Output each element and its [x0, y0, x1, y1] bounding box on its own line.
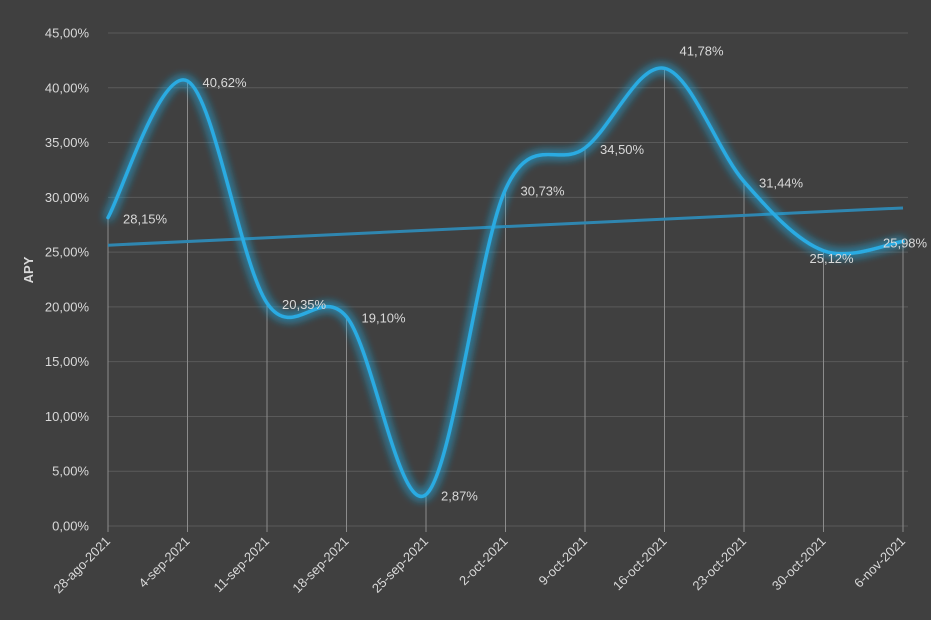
- series-line-apy: [106, 66, 905, 499]
- data-label: 20,35%: [282, 297, 327, 312]
- data-labels: 28,15% 40,62% 20,35% 19,10% 2,87% 30,73% 34,50…: [123, 43, 928, 503]
- x-axis-ticks: 28-ago-2021 4-sep-2021 11-sep-2021 18-sep-2…: [50, 534, 908, 597]
- data-label: 25,98%: [883, 235, 928, 250]
- y-tick-label: 30,00%: [45, 190, 90, 205]
- gridlines: [108, 32, 908, 527]
- x-tick-label: 11-sep-2021: [211, 534, 273, 596]
- drop-lines: [107, 68, 904, 532]
- data-label: 28,15%: [123, 212, 168, 227]
- x-tick-label: 9-oct-2021: [536, 534, 591, 589]
- trendline: [107, 206, 904, 247]
- data-label: 2,87%: [441, 489, 478, 504]
- y-tick-label: 10,00%: [45, 409, 90, 424]
- y-axis-ticks: 0,00% 5,00% 10,00% 15,00% 20,00% 25,00% 30,00%…: [45, 26, 90, 534]
- y-tick-label: 0,00%: [52, 519, 89, 534]
- y-tick-label: 5,00%: [52, 464, 89, 479]
- data-label: 41,78%: [680, 43, 725, 58]
- y-tick-label: 40,00%: [45, 80, 90, 95]
- x-tick-label: 23-oct-2021: [689, 534, 749, 594]
- trendline-layer: [107, 206, 904, 247]
- x-tick-label: 2-oct-2021: [456, 534, 511, 589]
- x-tick-label: 16-oct-2021: [610, 534, 670, 594]
- y-tick-label: 35,00%: [45, 135, 90, 150]
- x-tick-label: 6-nov-2021: [851, 534, 908, 591]
- y-tick-label: 45,00%: [45, 26, 90, 41]
- y-tick-label: 20,00%: [45, 299, 90, 314]
- data-label: 30,73%: [521, 183, 566, 198]
- y-tick-label: 25,00%: [45, 245, 90, 260]
- x-tick-label: 30-oct-2021: [769, 534, 829, 594]
- x-tick-label: 28-ago-2021: [50, 534, 113, 597]
- series-layer: [106, 66, 905, 499]
- x-tick-label: 25-sep-2021: [369, 534, 431, 596]
- data-label: 19,10%: [362, 311, 407, 326]
- x-tick-label: 18-sep-2021: [289, 534, 351, 596]
- x-tick-label: 4-sep-2021: [136, 534, 193, 591]
- data-label: 25,12%: [810, 251, 855, 266]
- data-label: 40,62%: [203, 75, 248, 90]
- y-axis-title: APY: [21, 256, 36, 283]
- data-label: 34,50%: [600, 142, 645, 157]
- y-tick-label: 15,00%: [45, 354, 90, 369]
- data-label: 31,44%: [759, 176, 804, 191]
